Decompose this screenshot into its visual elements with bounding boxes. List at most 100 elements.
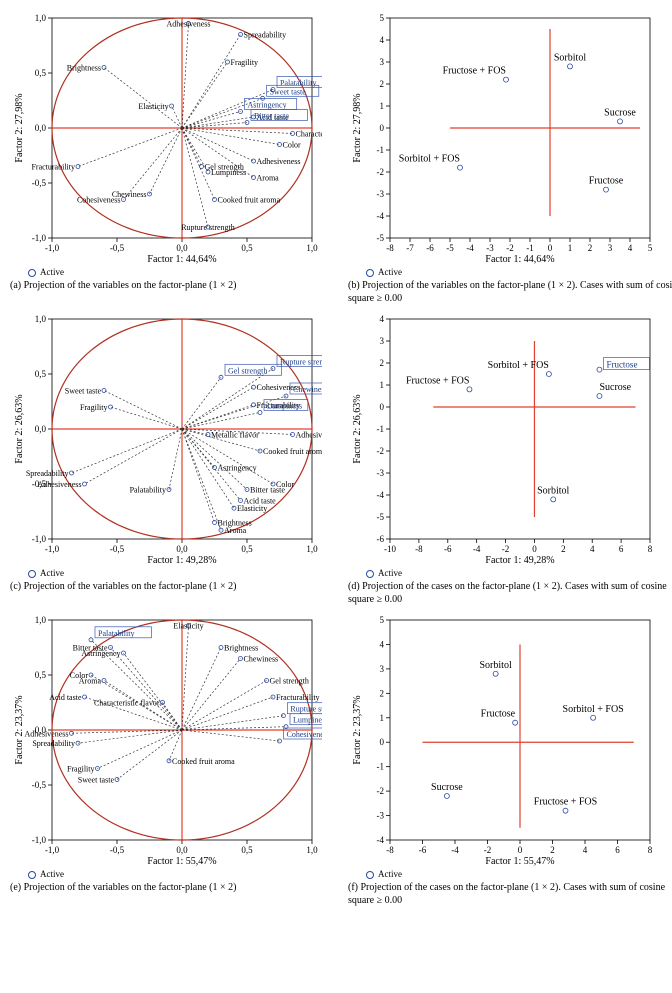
svg-text:Sweet taste: Sweet taste bbox=[78, 776, 115, 785]
panel-f: -8-6-4-202468-4-3-2-1012345SorbitolFruct… bbox=[348, 612, 672, 907]
svg-text:Factor 2: 26,63%: Factor 2: 26,63% bbox=[14, 394, 25, 463]
svg-text:Factor 2: 27,98%: Factor 2: 27,98% bbox=[352, 93, 363, 162]
svg-text:Fructose + FOS: Fructose + FOS bbox=[534, 797, 597, 808]
svg-text:-5: -5 bbox=[377, 233, 385, 243]
svg-text:0: 0 bbox=[548, 243, 553, 253]
svg-text:Fructose + FOS: Fructose + FOS bbox=[406, 375, 469, 386]
plot-d: -10-8-6-4-202468-6-5-4-3-2-101234Sorbito… bbox=[348, 311, 672, 565]
svg-text:0,5: 0,5 bbox=[241, 243, 253, 253]
legend-text: Active bbox=[40, 869, 64, 879]
svg-text:Elasticity: Elasticity bbox=[237, 504, 267, 513]
svg-text:-7: -7 bbox=[406, 243, 414, 253]
svg-text:0,5: 0,5 bbox=[241, 845, 253, 855]
svg-text:6: 6 bbox=[619, 544, 624, 554]
legend-b: Active bbox=[366, 267, 672, 277]
svg-text:Elasticity: Elasticity bbox=[138, 102, 168, 111]
svg-text:-2: -2 bbox=[377, 446, 385, 456]
legend-e: Active bbox=[28, 869, 344, 879]
svg-text:-10: -10 bbox=[384, 544, 396, 554]
svg-text:2: 2 bbox=[380, 79, 385, 89]
svg-text:2: 2 bbox=[588, 243, 593, 253]
svg-text:-3: -3 bbox=[377, 468, 385, 478]
legend-marker-icon bbox=[28, 269, 36, 277]
svg-text:-4: -4 bbox=[377, 835, 385, 845]
svg-text:Color: Color bbox=[276, 480, 295, 489]
svg-text:-4: -4 bbox=[451, 845, 459, 855]
svg-text:Brightness: Brightness bbox=[67, 64, 101, 73]
svg-text:-4: -4 bbox=[377, 211, 385, 221]
svg-text:0,5: 0,5 bbox=[35, 670, 47, 680]
svg-text:2: 2 bbox=[550, 845, 555, 855]
svg-text:8: 8 bbox=[648, 544, 653, 554]
panel-c: -1,0-0,50,00,51,0-1,0-0,50,00,51,0Sweet … bbox=[10, 311, 344, 606]
svg-text:Fructose + FOS: Fructose + FOS bbox=[443, 66, 506, 77]
legend-marker-icon bbox=[366, 570, 374, 578]
svg-text:Spreadability: Spreadability bbox=[26, 469, 69, 478]
svg-text:Characteristic flavor: Characteristic flavor bbox=[94, 699, 160, 708]
svg-text:-1,0: -1,0 bbox=[32, 534, 47, 544]
svg-text:8: 8 bbox=[648, 845, 653, 855]
svg-text:5: 5 bbox=[380, 13, 385, 23]
svg-text:1,0: 1,0 bbox=[35, 13, 47, 23]
svg-text:Adhesiveness: Adhesiveness bbox=[167, 20, 211, 29]
svg-text:0,5: 0,5 bbox=[241, 544, 253, 554]
svg-text:Adhesiveness: Adhesiveness bbox=[38, 480, 82, 489]
svg-text:-3: -3 bbox=[486, 243, 494, 253]
svg-text:2: 2 bbox=[561, 544, 566, 554]
svg-text:-4: -4 bbox=[377, 490, 385, 500]
svg-text:-2: -2 bbox=[506, 243, 514, 253]
svg-text:Aroma: Aroma bbox=[79, 677, 102, 686]
legend-marker-icon bbox=[28, 871, 36, 879]
svg-text:-1,0: -1,0 bbox=[45, 544, 60, 554]
svg-text:Factor 2: 23,37%: Factor 2: 23,37% bbox=[352, 695, 363, 764]
legend-marker-icon bbox=[28, 570, 36, 578]
svg-text:4: 4 bbox=[583, 845, 588, 855]
svg-text:-8: -8 bbox=[386, 243, 394, 253]
svg-text:Sucrose: Sucrose bbox=[599, 382, 631, 393]
svg-text:-4: -4 bbox=[473, 544, 481, 554]
svg-text:-0,5: -0,5 bbox=[32, 178, 47, 188]
caption-e: (e) Projection of the variables on the f… bbox=[10, 882, 344, 895]
svg-text:-0,5: -0,5 bbox=[110, 544, 125, 554]
svg-text:-6: -6 bbox=[419, 845, 427, 855]
svg-text:Astringency: Astringency bbox=[218, 464, 257, 473]
svg-text:3: 3 bbox=[380, 664, 385, 674]
svg-text:0: 0 bbox=[380, 402, 385, 412]
svg-text:6: 6 bbox=[615, 845, 620, 855]
svg-text:-5: -5 bbox=[446, 243, 454, 253]
svg-text:4: 4 bbox=[590, 544, 595, 554]
svg-text:2: 2 bbox=[380, 358, 385, 368]
svg-text:Astringency: Astringency bbox=[81, 649, 120, 658]
legend-c: Active bbox=[28, 568, 344, 578]
svg-text:Gel strength: Gel strength bbox=[270, 677, 309, 686]
legend-d: Active bbox=[366, 568, 672, 578]
svg-text:Cooked fruit aroma: Cooked fruit aroma bbox=[263, 447, 322, 456]
svg-text:Fragility: Fragility bbox=[67, 765, 95, 774]
svg-text:0,0: 0,0 bbox=[176, 845, 188, 855]
figure-grid: -1,0-0,50,00,51,0-1,0-0,50,00,51,0Adhesi… bbox=[10, 10, 672, 907]
svg-text:0: 0 bbox=[532, 544, 537, 554]
svg-text:4: 4 bbox=[380, 35, 385, 45]
panel-e: -1,0-0,50,00,51,0-1,0-0,50,00,51,0Elasti… bbox=[10, 612, 344, 907]
svg-text:Gel strength: Gel strength bbox=[228, 366, 267, 375]
svg-text:4: 4 bbox=[380, 639, 385, 649]
svg-text:-2: -2 bbox=[502, 544, 510, 554]
svg-text:-1,0: -1,0 bbox=[32, 835, 47, 845]
svg-text:Acid taste: Acid taste bbox=[49, 693, 82, 702]
svg-text:Factor 2: 23,37%: Factor 2: 23,37% bbox=[14, 695, 25, 764]
svg-text:1: 1 bbox=[380, 713, 385, 723]
svg-text:Cooked fruit aroma: Cooked fruit aroma bbox=[172, 757, 235, 766]
svg-text:Lumpiness: Lumpiness bbox=[293, 716, 322, 725]
svg-text:-1,0: -1,0 bbox=[45, 243, 60, 253]
panel-b: -8-7-6-5-4-3-2-1012345-5-4-3-2-1012345So… bbox=[348, 10, 672, 305]
svg-text:Fracturability: Fracturability bbox=[276, 693, 320, 702]
svg-text:Spreadability: Spreadability bbox=[32, 739, 75, 748]
svg-text:Fragility: Fragility bbox=[80, 403, 108, 412]
svg-text:-1,0: -1,0 bbox=[45, 845, 60, 855]
svg-text:-2: -2 bbox=[484, 845, 492, 855]
plot-c: -1,0-0,50,00,51,0-1,0-0,50,00,51,0Sweet … bbox=[10, 311, 344, 565]
svg-text:2: 2 bbox=[380, 688, 385, 698]
svg-text:-0,5: -0,5 bbox=[110, 243, 125, 253]
svg-text:Factor 1: 55,47%: Factor 1: 55,47% bbox=[485, 856, 554, 866]
svg-text:-1: -1 bbox=[377, 145, 385, 155]
